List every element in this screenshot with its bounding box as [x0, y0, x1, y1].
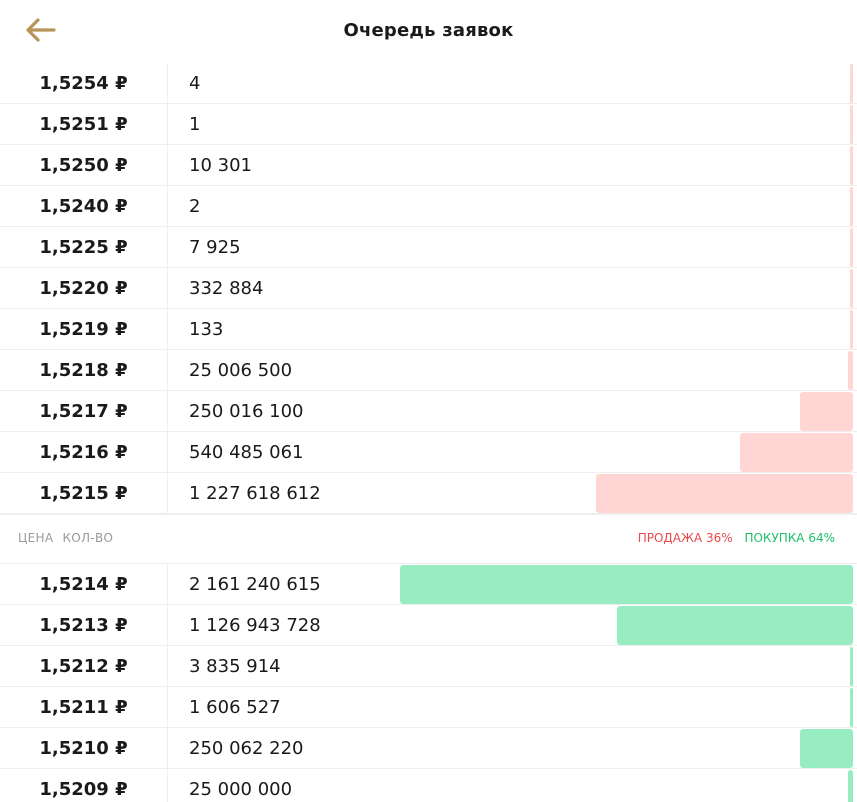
quantity-column-label: КОЛ-ВО: [62, 531, 114, 545]
bid-quantity: 1 126 943 728: [189, 615, 321, 636]
asks-list: 1,5254 ₽ 4 1,5251 ₽ 1 1,5250 ₽ 10 301 1,5240 ₽…: [0, 63, 857, 514]
bid-price: 1,5209 ₽: [0, 769, 168, 802]
ask-depth-bar: [800, 392, 853, 431]
ask-row[interactable]: 1,5217 ₽ 250 016 100: [0, 391, 857, 432]
ask-row[interactable]: 1,5250 ₽ 10 301: [0, 145, 857, 186]
ask-quantity: 10 301: [189, 155, 252, 176]
ask-price: 1,5218 ₽: [0, 350, 168, 391]
bid-depth-bar: [400, 565, 853, 604]
ask-row[interactable]: 1,5216 ₽ 540 485 061: [0, 432, 857, 473]
arrow-left-icon: [26, 18, 56, 42]
ask-quantity: 4: [189, 73, 201, 94]
back-button[interactable]: [20, 12, 60, 48]
ask-quantity: 1 227 618 612: [189, 483, 321, 504]
ask-price: 1,5251 ₽: [0, 104, 168, 145]
ask-quantity: 133: [189, 319, 224, 340]
ask-price: 1,5215 ₽: [0, 473, 168, 514]
ask-row[interactable]: 1,5225 ₽ 7 925: [0, 227, 857, 268]
bid-depth-bar: [850, 647, 853, 686]
ask-depth-bar: [850, 146, 853, 185]
bid-row[interactable]: 1,5212 ₽ 3 835 914: [0, 646, 857, 687]
ask-quantity: 1: [189, 114, 201, 135]
sell-buy-ratio: ПРОДАЖА 36% ПОКУПКА 64%: [638, 531, 835, 545]
bid-row[interactable]: 1,5210 ₽ 250 062 220: [0, 728, 857, 769]
ask-row[interactable]: 1,5220 ₽ 332 884: [0, 268, 857, 309]
bid-quantity: 2 161 240 615: [189, 574, 321, 595]
price-column-label: ЦЕНА: [18, 531, 54, 545]
bid-quantity: 3 835 914: [189, 656, 281, 677]
ask-row[interactable]: 1,5218 ₽ 25 006 500: [0, 350, 857, 391]
buy-ratio: ПОКУПКА 64%: [744, 531, 835, 545]
bid-depth-bar: [617, 606, 853, 645]
ask-price: 1,5216 ₽: [0, 432, 168, 473]
ask-quantity: 7 925: [189, 237, 241, 258]
ask-depth-bar: [850, 269, 853, 308]
order-book-divider: ЦЕНА КОЛ-ВО ПРОДАЖА 36% ПОКУПКА 64%: [0, 514, 857, 564]
bid-quantity: 25 000 000: [189, 779, 293, 800]
bid-depth-bar: [850, 688, 853, 727]
ask-row[interactable]: 1,5215 ₽ 1 227 618 612: [0, 473, 857, 514]
ask-price: 1,5219 ₽: [0, 309, 168, 350]
ask-quantity: 250 016 100: [189, 401, 304, 422]
ask-quantity: 540 485 061: [189, 442, 304, 463]
bid-row[interactable]: 1,5213 ₽ 1 126 943 728: [0, 605, 857, 646]
bid-row[interactable]: 1,5214 ₽ 2 161 240 615: [0, 564, 857, 605]
column-labels: ЦЕНА КОЛ-ВО: [18, 531, 113, 545]
ask-quantity: 332 884: [189, 278, 264, 299]
ask-depth-bar: [850, 105, 853, 144]
bids-list: 1,5214 ₽ 2 161 240 615 1,5213 ₽ 1 126 943 7…: [0, 564, 857, 802]
bid-price: 1,5211 ₽: [0, 687, 168, 728]
bid-price: 1,5212 ₽: [0, 646, 168, 687]
ask-depth-bar: [850, 64, 853, 103]
ask-row[interactable]: 1,5219 ₽ 133: [0, 309, 857, 350]
bid-price: 1,5210 ₽: [0, 728, 168, 769]
ask-price: 1,5250 ₽: [0, 145, 168, 186]
ask-depth-bar: [850, 310, 853, 349]
ask-row[interactable]: 1,5251 ₽ 1: [0, 104, 857, 145]
ask-price: 1,5220 ₽: [0, 268, 168, 309]
ask-depth-bar: [740, 433, 853, 472]
ask-price: 1,5254 ₽: [0, 63, 168, 104]
ask-depth-bar: [850, 187, 853, 226]
sell-ratio: ПРОДАЖА 36%: [637, 531, 733, 545]
bid-row[interactable]: 1,5211 ₽ 1 606 527: [0, 687, 857, 728]
ask-depth-bar: [848, 351, 853, 390]
ask-row[interactable]: 1,5240 ₽ 2: [0, 186, 857, 227]
bid-quantity: 1 606 527: [189, 697, 281, 718]
page-title: Очередь заявок: [343, 20, 514, 41]
ask-depth-bar: [596, 474, 853, 513]
header: Очередь заявок: [0, 0, 857, 64]
bid-depth-bar: [800, 729, 853, 768]
ask-price: 1,5225 ₽: [0, 227, 168, 268]
bid-depth-bar: [848, 770, 853, 802]
ask-price: 1,5240 ₽: [0, 186, 168, 227]
ask-depth-bar: [850, 228, 853, 267]
bid-quantity: 250 062 220: [189, 738, 304, 759]
bid-price: 1,5214 ₽: [0, 564, 168, 605]
ask-quantity: 2: [189, 196, 201, 217]
ask-quantity: 25 006 500: [189, 360, 293, 381]
bid-price: 1,5213 ₽: [0, 605, 168, 646]
bid-row[interactable]: 1,5209 ₽ 25 000 000: [0, 769, 857, 802]
ask-price: 1,5217 ₽: [0, 391, 168, 432]
ask-row[interactable]: 1,5254 ₽ 4: [0, 63, 857, 104]
